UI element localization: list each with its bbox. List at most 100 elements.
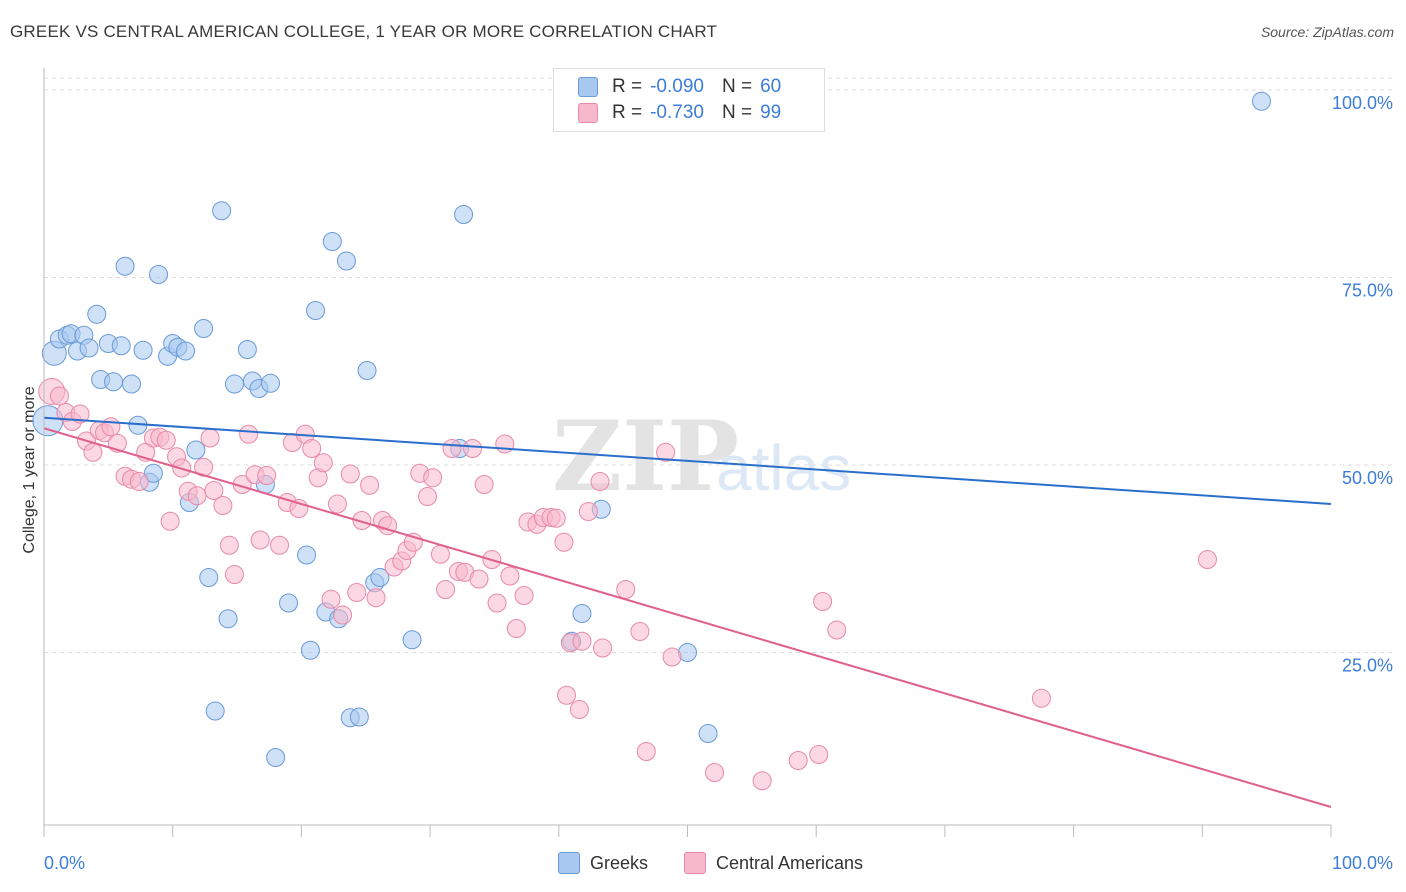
legend-row-central-americans: R = -0.730 N = 99 <box>578 100 781 126</box>
central-point <box>418 487 438 506</box>
legend-item-greeks[interactable]: Greeks <box>558 852 648 874</box>
source-note: Source: ZipAtlas.com <box>1260 24 1394 40</box>
central-point <box>160 511 180 531</box>
trend-lines <box>43 416 1332 808</box>
central-point <box>213 496 233 515</box>
central-point <box>827 620 847 640</box>
central-legend-icon <box>684 852 706 874</box>
central-point <box>662 647 682 667</box>
greeks-point <box>115 256 135 276</box>
legend-r-value: -0.730 <box>650 102 704 123</box>
central-point <box>156 430 176 450</box>
greeks-point <box>454 205 474 224</box>
central-point <box>352 511 372 530</box>
greeks-point <box>194 319 214 338</box>
central-point <box>705 763 725 782</box>
central-point <box>578 502 598 521</box>
legend-r-label: R = <box>612 102 643 123</box>
greeks-point <box>266 748 286 767</box>
greeks-point <box>176 341 196 361</box>
central-point <box>1031 688 1051 708</box>
central-point <box>302 439 322 458</box>
central-point <box>239 424 259 444</box>
central-trend-line <box>43 427 1332 808</box>
greeks-point <box>87 304 107 324</box>
y-tick-label: 100.0% <box>1332 93 1393 113</box>
chart-title: GREEK VS CENTRAL AMERICAN COLLEGE, 1 YEA… <box>10 22 718 41</box>
greeks-point <box>572 604 592 623</box>
central-point <box>469 569 489 589</box>
central-point <box>636 742 656 761</box>
y-tick-label: 50.0% <box>1342 468 1393 488</box>
central-point <box>554 532 574 552</box>
greeks-point <box>199 568 219 587</box>
legend-n-value: 60 <box>760 76 782 97</box>
greeks-point <box>698 724 718 743</box>
central-point <box>49 386 69 406</box>
greeks-trend-line <box>43 416 1332 505</box>
legend-central-label: Central Americans <box>716 852 864 873</box>
grid <box>44 77 1392 653</box>
legend-n-label: N = <box>721 76 753 97</box>
central-point <box>270 535 290 555</box>
central-point <box>656 442 676 462</box>
legend-n-value: 99 <box>760 102 782 123</box>
legend-n-label: N = <box>721 102 753 123</box>
greeks-legend-icon <box>558 852 580 874</box>
central-point <box>500 566 520 586</box>
legend-row-greeks: R = -0.090 N = 60 <box>578 74 781 100</box>
greeks-point <box>300 640 320 660</box>
central-point <box>590 472 610 491</box>
greeks-point <box>224 374 244 394</box>
greeks-point <box>349 707 369 727</box>
central-point <box>546 508 566 528</box>
central-point <box>813 592 833 611</box>
central-point <box>70 404 90 424</box>
watermark: ZIP atlas <box>552 400 851 513</box>
central-point <box>347 583 367 602</box>
central-point <box>436 580 456 599</box>
greeks-point <box>103 372 123 392</box>
correlation-legend: R = -0.090 N = 60 R = -0.730 N = 99 <box>553 68 825 132</box>
central-point <box>313 453 333 473</box>
central-point <box>514 586 534 605</box>
legend-item-central-americans[interactable]: Central Americans <box>684 852 863 874</box>
central-point <box>366 588 386 608</box>
central-point <box>333 605 353 625</box>
central-point <box>1197 550 1217 569</box>
greeks-point <box>237 340 257 359</box>
central-point <box>616 580 636 599</box>
central-point <box>204 481 224 500</box>
central-point <box>187 486 207 506</box>
greeks-point <box>370 568 390 587</box>
central-point <box>257 466 277 485</box>
greeks-point <box>133 340 153 360</box>
greeks-point <box>322 232 342 251</box>
greeks-point <box>205 701 225 721</box>
central-point <box>129 472 149 491</box>
greeks-point <box>306 301 326 320</box>
legend-r-value: -0.090 <box>650 76 704 97</box>
greeks-point <box>261 373 281 393</box>
greeks-point <box>149 265 169 284</box>
central-point <box>224 565 244 584</box>
y-tick-label: 25.0% <box>1342 656 1393 676</box>
central-point <box>327 494 347 514</box>
central-point <box>506 619 526 638</box>
greeks-point <box>279 593 299 613</box>
greeks-point <box>1252 91 1272 111</box>
legend-r-label: R = <box>612 76 643 97</box>
central-point <box>593 638 613 658</box>
central-point <box>474 475 494 494</box>
x-tick-label: 100.0% <box>1332 853 1393 873</box>
central-point <box>788 751 808 770</box>
greeks-point <box>402 630 422 650</box>
central-point <box>442 439 462 458</box>
central-point <box>752 771 772 791</box>
central-point <box>219 535 239 555</box>
central-point <box>101 417 121 437</box>
central-point <box>557 685 577 705</box>
greeks-point <box>186 440 206 460</box>
central-point <box>569 700 589 719</box>
